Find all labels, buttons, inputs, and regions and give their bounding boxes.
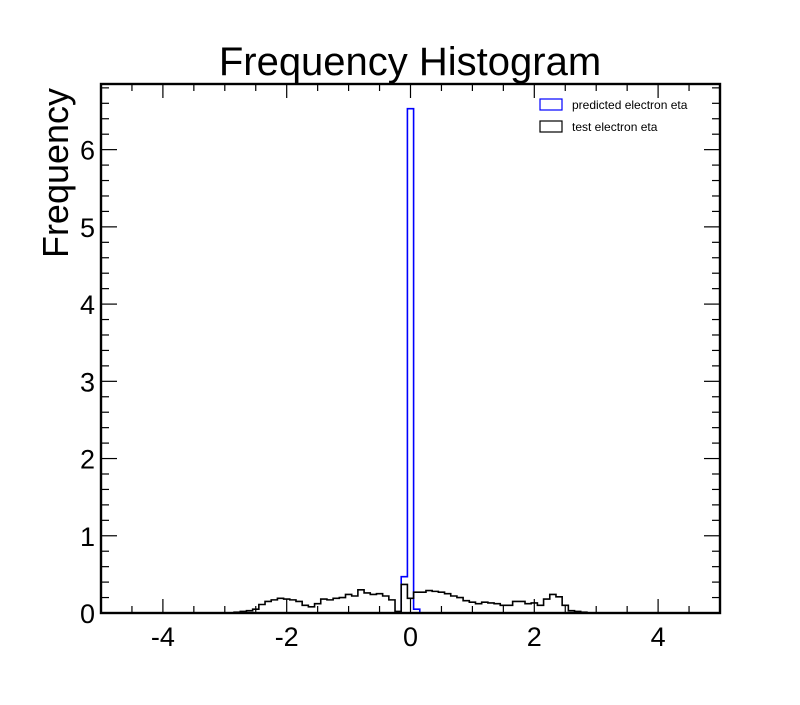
x-tick-label: 0 [403,622,418,652]
x-tick-label: 4 [651,622,666,652]
x-tick-label: -4 [151,622,175,652]
plot-area: -4 -2 0 2 4 0 1 2 3 4 5 6 predicted electron eta test… [80,82,722,652]
legend-swatch-1 [539,120,563,133]
y-tick-label: 3 [80,367,95,397]
x-tick-label: 2 [527,622,542,652]
plot-frame [99,82,722,615]
x-tick-label: -2 [275,622,299,652]
legend-label-0: predicted electron eta [572,98,688,112]
series-1-histogram [227,583,588,614]
y-tick-label: 1 [80,522,95,552]
y-tick-label: 5 [80,213,95,243]
legend-swatch-0 [539,98,563,111]
series-0-histogram [400,107,421,613]
y-tick-label: 0 [80,599,95,629]
legend-label-1: test electron eta [572,120,658,134]
y-tick-label: 4 [80,290,95,320]
y-tick-label: 6 [80,136,95,166]
y-tick-label: 2 [80,445,95,475]
y-axis-label: Frequency [35,88,76,258]
chart-title: Frequency Histogram [219,40,601,84]
